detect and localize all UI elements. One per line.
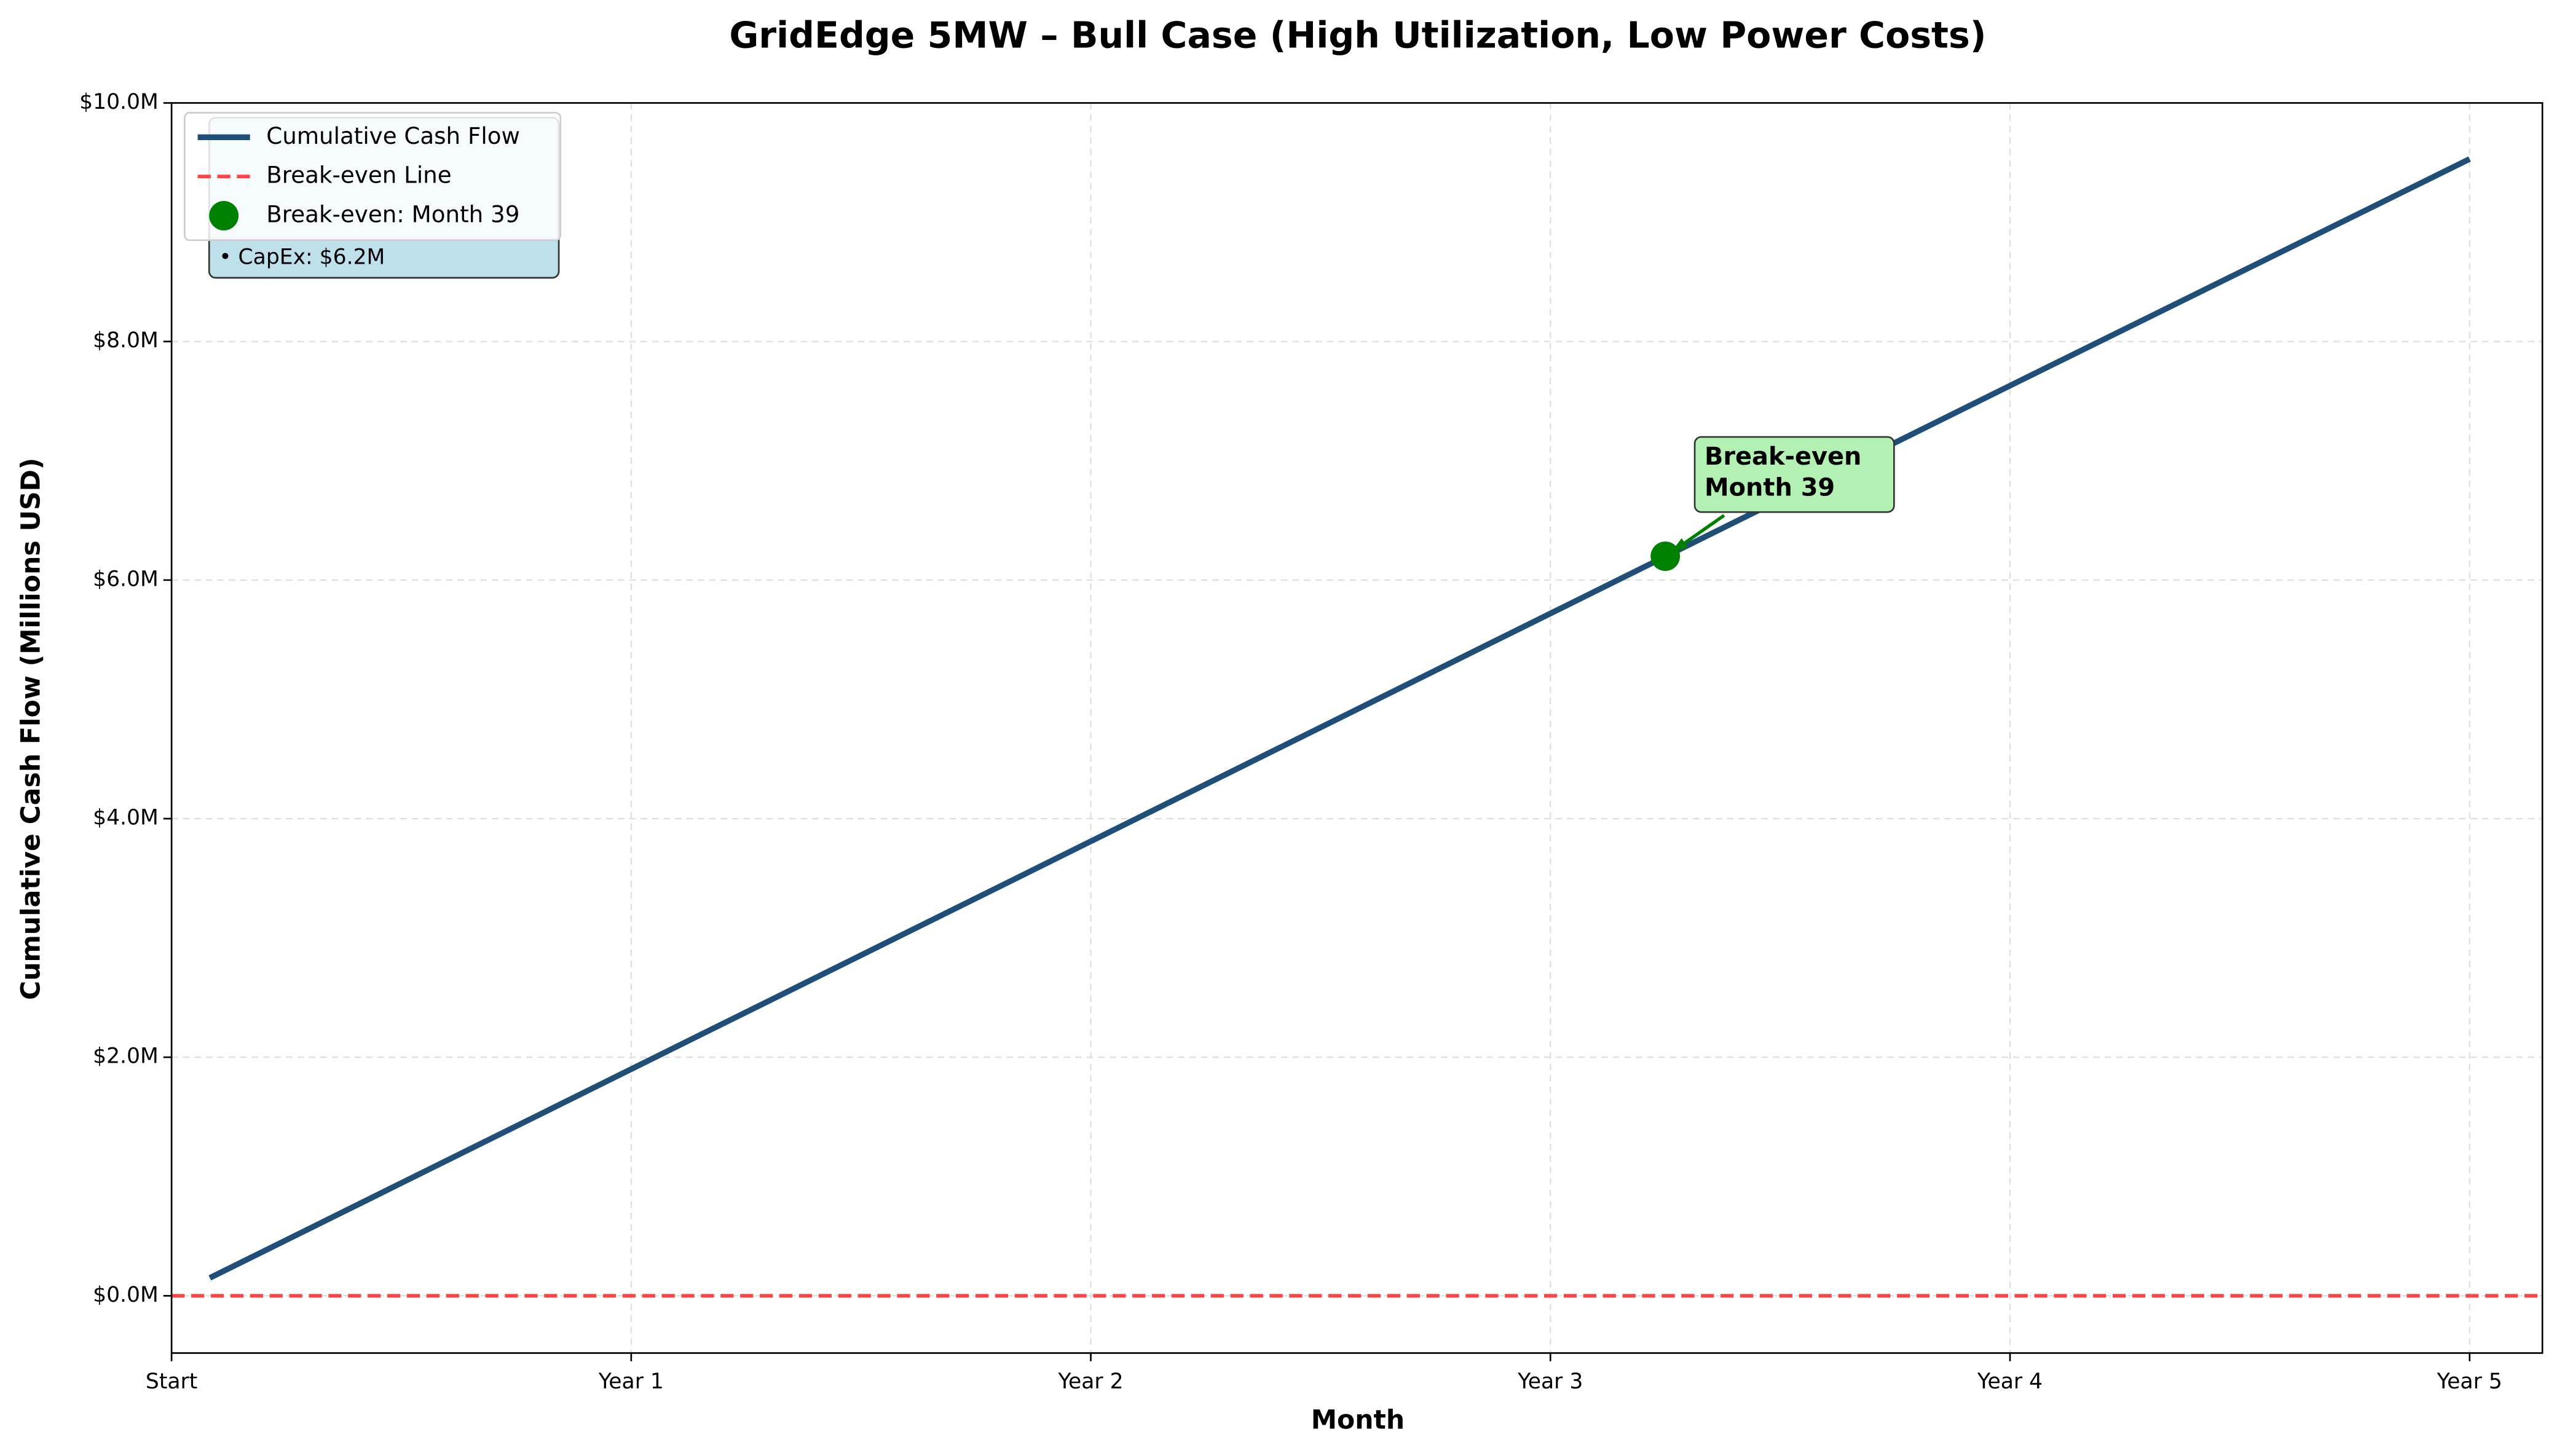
x-tick-label: Year 3 [1517, 1369, 1583, 1394]
y-tick-label: $6.0M [93, 567, 159, 591]
annotation-box [1693, 436, 1895, 513]
x-tick-label: Year 1 [598, 1369, 664, 1394]
y-tick-label: $4.0M [93, 806, 159, 830]
x-tick-label: Year 5 [2437, 1369, 2502, 1394]
y-tick-label: $0.0M [93, 1283, 159, 1307]
y-axis-label: Cumulative Cash Flow (Millions USD) [17, 458, 47, 1000]
x-tick-label: Start [146, 1369, 197, 1394]
legend-label: Break-even Line [266, 162, 451, 189]
info-text: • CapEx: $6.2M [219, 245, 385, 270]
legend-label: Break-even: Month 39 [266, 200, 519, 227]
legend-box [184, 112, 562, 242]
annotation-text: Month 39 [1705, 474, 1835, 502]
x-axis-label: Month [1311, 1406, 1405, 1436]
plot-frame [170, 102, 2544, 1354]
legend-label: Cumulative Cash Flow [266, 122, 520, 149]
annotation-arrowhead [1671, 538, 1689, 552]
x-tick-label: Year 2 [1058, 1369, 1124, 1394]
chart-title: GridEdge 5MW – Bull Case (High Utilizati… [729, 14, 1986, 56]
x-tick-label: Year 4 [1977, 1369, 2043, 1394]
legend-swatch [209, 201, 239, 230]
y-tick-label: $2.0M [93, 1044, 159, 1069]
annotation-text: Break-even [1705, 443, 1861, 471]
series-line [208, 156, 2471, 1281]
y-tick-label: $8.0M [93, 328, 159, 353]
y-tick-label: $10.0M [79, 90, 159, 114]
break-even-point [1650, 541, 1681, 571]
